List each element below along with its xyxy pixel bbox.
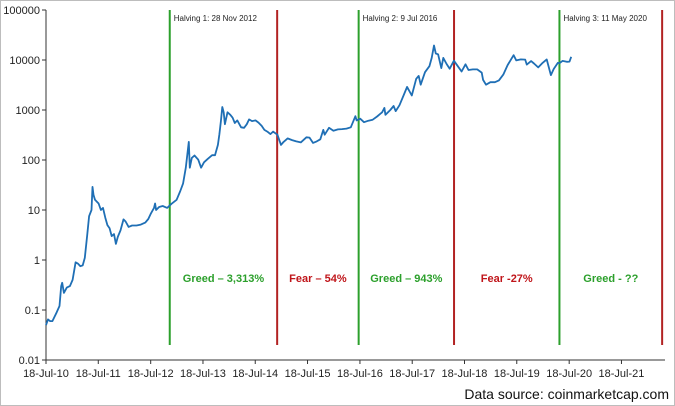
region-label: Fear – 54% — [289, 273, 347, 285]
marker-label: Halving 2: 9 Jul 2016 — [363, 14, 438, 23]
y-tick-label: 100000 — [3, 5, 40, 17]
x-tick-label: 18-Jul-18 — [442, 368, 488, 380]
x-tick-label: 18-Jul-15 — [285, 368, 331, 380]
y-tick-labels: 0.01 0.1 1 10 100 1000 10000 100000 — [3, 5, 40, 367]
x-tick-label: 18-Jul-17 — [389, 368, 435, 380]
series-layer — [45, 44, 573, 326]
x-tick-label: 18-Jul-12 — [128, 368, 174, 380]
y-tick-label: 1000 — [16, 105, 40, 117]
x-tick-label: 18-Jul-16 — [337, 368, 383, 380]
x-tick-label: 18-Jul-10 — [23, 368, 69, 380]
x-tick-label: 18-Jul-13 — [180, 368, 226, 380]
x-tick-label: 18-Jul-19 — [494, 368, 540, 380]
x-tick-label: 18-Jul-20 — [546, 368, 592, 380]
period-markers: Halving 1: 28 Nov 2012 Halving 2: 9 Jul 2… — [168, 10, 664, 345]
y-tick-label: 100 — [22, 155, 40, 167]
region-label: Greed – 3,313% — [183, 273, 265, 285]
x-tick-labels: 18-Jul-10 18-Jul-11 18-Jul-12 18-Jul-13 18-J… — [23, 368, 644, 380]
region-label: Fear -27% — [481, 273, 533, 285]
y-tick-label: 0.1 — [25, 305, 40, 317]
x-tick-label: 18-Jul-11 — [76, 368, 121, 380]
data-source-note: Data source: coinmarketcap.com — [464, 386, 669, 402]
x-tick-label: 18-Jul-21 — [599, 368, 645, 380]
marker-label: Halving 1: 28 Nov 2012 — [174, 14, 258, 23]
y-tick-label: 10 — [28, 205, 40, 217]
y-tick-label: 10000 — [9, 55, 40, 67]
x-tick-label: 18-Jul-14 — [232, 368, 278, 380]
axes — [42, 9, 665, 364]
y-tick-label: 1 — [34, 255, 40, 267]
region-label: Greed – 943% — [370, 273, 442, 285]
region-annotations: Greed – 3,313% Fear – 54% Greed – 943% Fear… — [183, 273, 639, 285]
y-tick-label: 0.01 — [19, 355, 40, 367]
marker-label: Halving 3: 11 May 2020 — [563, 14, 647, 23]
region-label: Greed - ?? — [583, 273, 638, 285]
price-line — [45, 44, 573, 326]
